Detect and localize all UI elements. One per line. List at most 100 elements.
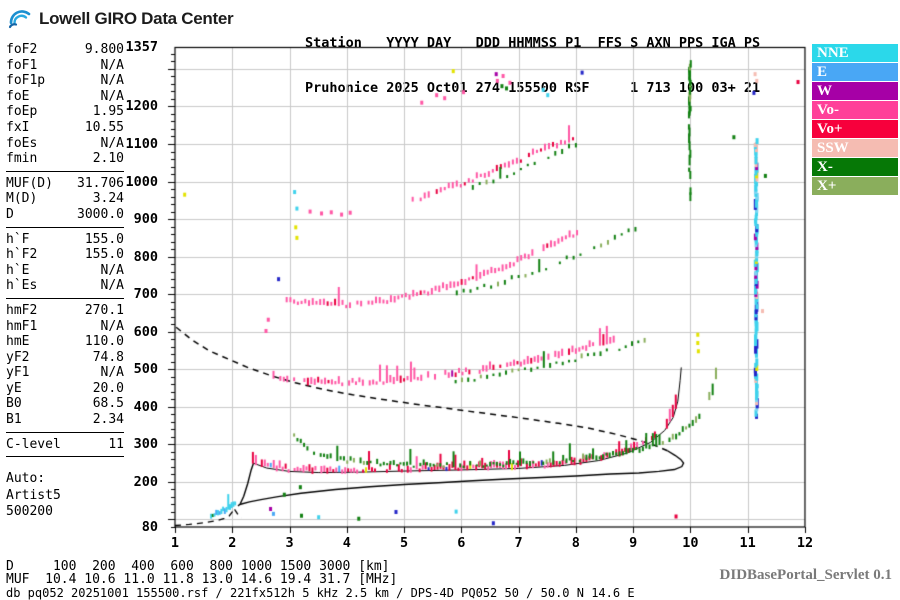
parameter-label: h`E xyxy=(6,262,30,278)
parameter-label: M(D) xyxy=(6,191,38,207)
parameter-row: h`Es N/A xyxy=(6,278,124,294)
autoscale-line: Auto: xyxy=(6,471,46,487)
distance-row: D 100 200 400 600 800 1000 1500 3000 [km… xyxy=(6,559,390,574)
y-tick-label: 80 xyxy=(141,519,158,535)
parameter-label: h`F2 xyxy=(6,247,38,263)
parameter-label: yF2 xyxy=(6,349,30,365)
x-tick-label: 4 xyxy=(342,535,351,551)
parameter-value: N/A xyxy=(100,262,124,278)
y-tick-label: 500 xyxy=(133,361,158,378)
parameter-value: 11 xyxy=(108,436,124,452)
parameter-label: foF2 xyxy=(6,42,38,57)
parameter-label: foE xyxy=(6,88,30,104)
y-tick-label: 800 xyxy=(133,248,158,265)
muf-row: MUF 10.4 10.6 11.0 11.8 13.0 14.6 19.4 3… xyxy=(6,572,398,587)
parameter-value: 31.706 xyxy=(77,175,124,191)
separator xyxy=(6,226,124,228)
legend-item-xplus: X+ xyxy=(812,177,898,195)
parameter-label: foF1 xyxy=(6,57,38,73)
parameter-value: 10.55 xyxy=(84,119,124,135)
autoscale-block: Auto: Artist5 500200 xyxy=(6,471,124,521)
parameter-row: h`F2 155.0 xyxy=(6,247,124,263)
parameter-row: B1 2.34 xyxy=(6,412,124,428)
parameter-label: foEs xyxy=(6,135,38,151)
x-tick-label: 1 xyxy=(170,535,180,551)
parameter-row: foF1 N/A xyxy=(6,58,124,74)
legend-item-xminus: X- xyxy=(812,158,898,176)
parameter-row: D 3000.0 xyxy=(6,207,124,223)
parameter-label: h`Es xyxy=(6,278,38,294)
servlet-version-label: DIDBasePortal_Servlet 0.1 xyxy=(719,567,892,583)
parameter-value: 20.0 xyxy=(92,380,124,396)
parameter-row: hmF1 N/A xyxy=(6,319,124,335)
parameter-value: N/A xyxy=(100,365,124,381)
parameter-label: yE xyxy=(6,380,22,396)
parameter-label: MUF(D) xyxy=(6,175,53,191)
y-tick-label: 1200 xyxy=(125,98,158,115)
separator xyxy=(6,456,124,458)
parameter-row: yE 20.0 xyxy=(6,381,124,397)
parameter-value: 3.24 xyxy=(92,191,124,207)
legend-item-nne: NNE xyxy=(812,44,898,62)
separator xyxy=(6,170,124,172)
x-tick-label: 11 xyxy=(739,535,756,551)
parameter-label: h`F xyxy=(6,231,30,247)
parameter-label: fxI xyxy=(6,119,30,135)
parameter-row: h`F 155.0 xyxy=(6,232,124,248)
legend-item-w: W xyxy=(812,82,898,100)
parameter-row: h`E N/A xyxy=(6,263,124,279)
parameter-value: 9.800 xyxy=(84,42,124,57)
parameter-row: C-level 11 xyxy=(6,437,124,453)
x-tick-label: 5 xyxy=(400,535,409,551)
y-tick-label: 1357 xyxy=(125,39,158,56)
parameter-row: foEp 1.95 xyxy=(6,104,124,120)
parameter-value: N/A xyxy=(100,318,124,334)
parameter-row: foE N/A xyxy=(6,89,124,105)
parameter-label: D xyxy=(6,206,14,222)
parameter-value: 155.0 xyxy=(84,231,124,247)
autoscale-line: 500200 xyxy=(6,504,53,520)
x-tick-label: 9 xyxy=(629,535,638,551)
parameter-label: yF1 xyxy=(6,365,30,381)
parameter-value: 3000.0 xyxy=(77,206,124,222)
y-tick-label: 600 xyxy=(133,323,158,340)
parameter-value: 68.5 xyxy=(92,396,124,412)
parameter-row: MUF(D) 31.706 xyxy=(6,176,124,192)
parameter-label: foEp xyxy=(6,104,38,120)
x-tick-label: 6 xyxy=(457,535,466,551)
parameter-row: fxI 10.55 xyxy=(6,120,124,136)
parameter-row: M(D) 3.24 xyxy=(6,191,124,207)
giro-wave-icon xyxy=(8,6,34,32)
x-tick-label: 10 xyxy=(682,535,699,551)
y-tick-label: 1000 xyxy=(125,173,158,190)
parameter-row: B0 68.5 xyxy=(6,396,124,412)
parameter-panel: foF2 9.800 foF1 N/A foF1p N/A foE N/A foEp 1.95 fx… xyxy=(6,42,124,521)
legend-item-vominus: Vo- xyxy=(812,101,898,119)
y-tick-label: 400 xyxy=(133,398,158,415)
parameter-row: hmF2 270.1 xyxy=(6,303,124,319)
parameter-label: B0 xyxy=(6,396,22,412)
parameter-label: C-level xyxy=(6,436,61,452)
giro-logo: Lowell GIRO Data Center xyxy=(8,6,234,32)
legend-item-e: E xyxy=(812,63,898,81)
x-tick-label: 3 xyxy=(285,535,294,551)
parameter-label: hmF1 xyxy=(6,318,38,334)
parameter-row: fmin 2.10 xyxy=(6,151,124,167)
parameter-value: N/A xyxy=(100,73,124,89)
parameter-value: N/A xyxy=(100,57,124,73)
parameter-value: N/A xyxy=(100,88,124,104)
db-info-row: db pq052 20251001 155500.rsf / 221fx512h… xyxy=(6,586,635,600)
parameter-row: hmE 110.0 xyxy=(6,334,124,350)
parameter-value: N/A xyxy=(100,278,124,294)
y-tick-label: 200 xyxy=(133,473,158,490)
parameter-row: foEs N/A xyxy=(6,136,124,152)
x-tick-label: 8 xyxy=(571,535,580,551)
parameter-value: N/A xyxy=(100,135,124,151)
parameter-row: foF1p N/A xyxy=(6,73,124,89)
parameter-row: yF2 74.8 xyxy=(6,350,124,366)
parameter-value: 2.10 xyxy=(92,151,124,167)
separator xyxy=(6,297,124,299)
parameter-label: hmF2 xyxy=(6,302,38,318)
separator xyxy=(6,431,124,433)
